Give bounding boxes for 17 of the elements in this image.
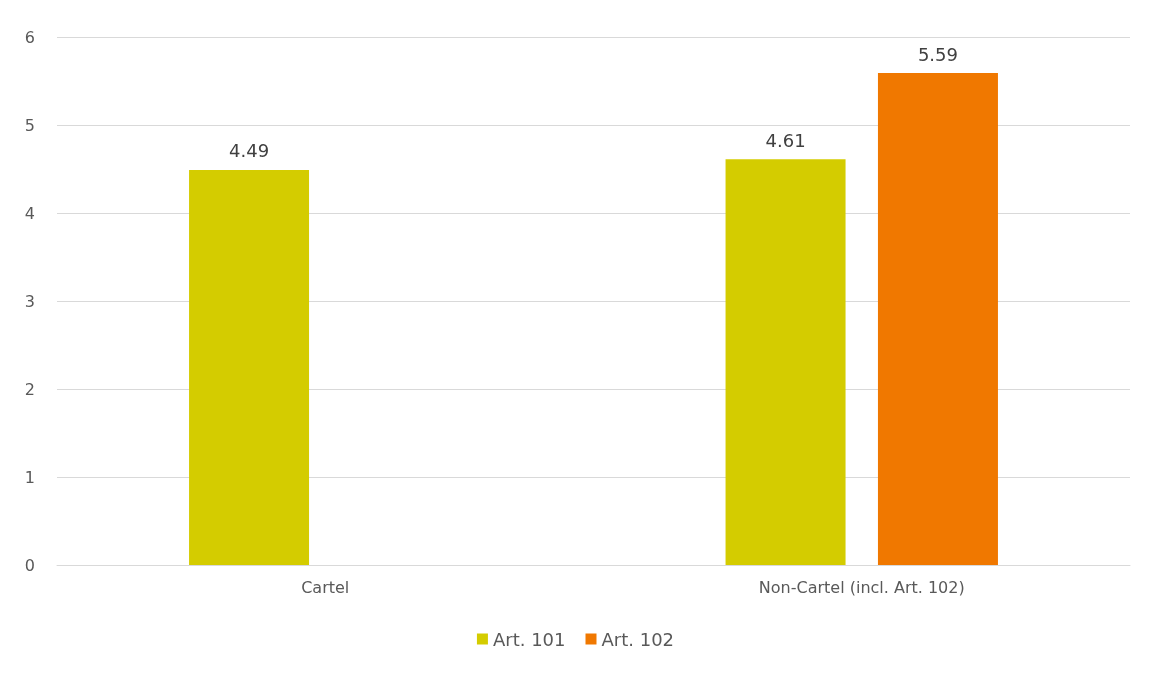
bar <box>877 73 998 565</box>
data-label: 4.61 <box>765 129 806 151</box>
y-tick-label: 0 <box>24 555 35 575</box>
y-tick-label: 5 <box>24 115 35 135</box>
data-label: 5.59 <box>917 43 958 65</box>
y-tick-label: 1 <box>24 467 35 487</box>
legend-label: Art. 101 <box>492 628 566 650</box>
y-tick-label: 3 <box>24 291 35 311</box>
bar <box>725 159 846 565</box>
legend-label: Art. 102 <box>601 628 675 650</box>
data-label: 4.49 <box>229 140 270 162</box>
y-tick-label: 6 <box>24 27 35 47</box>
y-tick-label: 2 <box>24 379 35 399</box>
x-tick-label: Cartel <box>301 577 350 597</box>
y-tick-label: 4 <box>24 203 35 223</box>
bar <box>189 169 310 565</box>
x-tick-label: Non-Cartel (incl. Art. 102) <box>758 577 965 597</box>
